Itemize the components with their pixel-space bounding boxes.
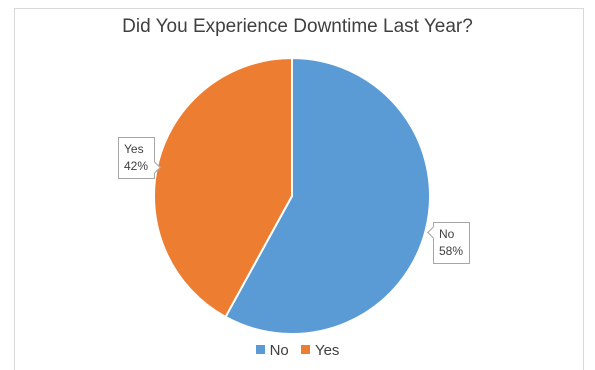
legend: No Yes bbox=[0, 342, 595, 359]
legend-item-yes: Yes bbox=[300, 342, 340, 359]
data-label-no-percent: 58% bbox=[439, 244, 464, 258]
legend-label-no: No bbox=[269, 342, 289, 359]
data-label-yes-percent: 42% bbox=[124, 159, 149, 173]
data-label-yes: Yes 42% bbox=[118, 137, 161, 179]
legend-swatch-no bbox=[255, 345, 265, 354]
pie-slice-yes bbox=[153, 57, 293, 318]
legend-item-no: No bbox=[255, 342, 289, 359]
pie-slices bbox=[153, 57, 431, 335]
chart-title: Did You Experience Downtime Last Year? bbox=[122, 16, 473, 37]
pie-slice-no bbox=[224, 57, 431, 335]
data-label-no: No 58% bbox=[427, 222, 471, 264]
data-label-yes-category: Yes bbox=[124, 142, 144, 156]
legend-swatch-yes bbox=[300, 345, 310, 354]
data-label-no-category: No bbox=[439, 227, 455, 241]
legend-label-yes: Yes bbox=[314, 342, 340, 359]
